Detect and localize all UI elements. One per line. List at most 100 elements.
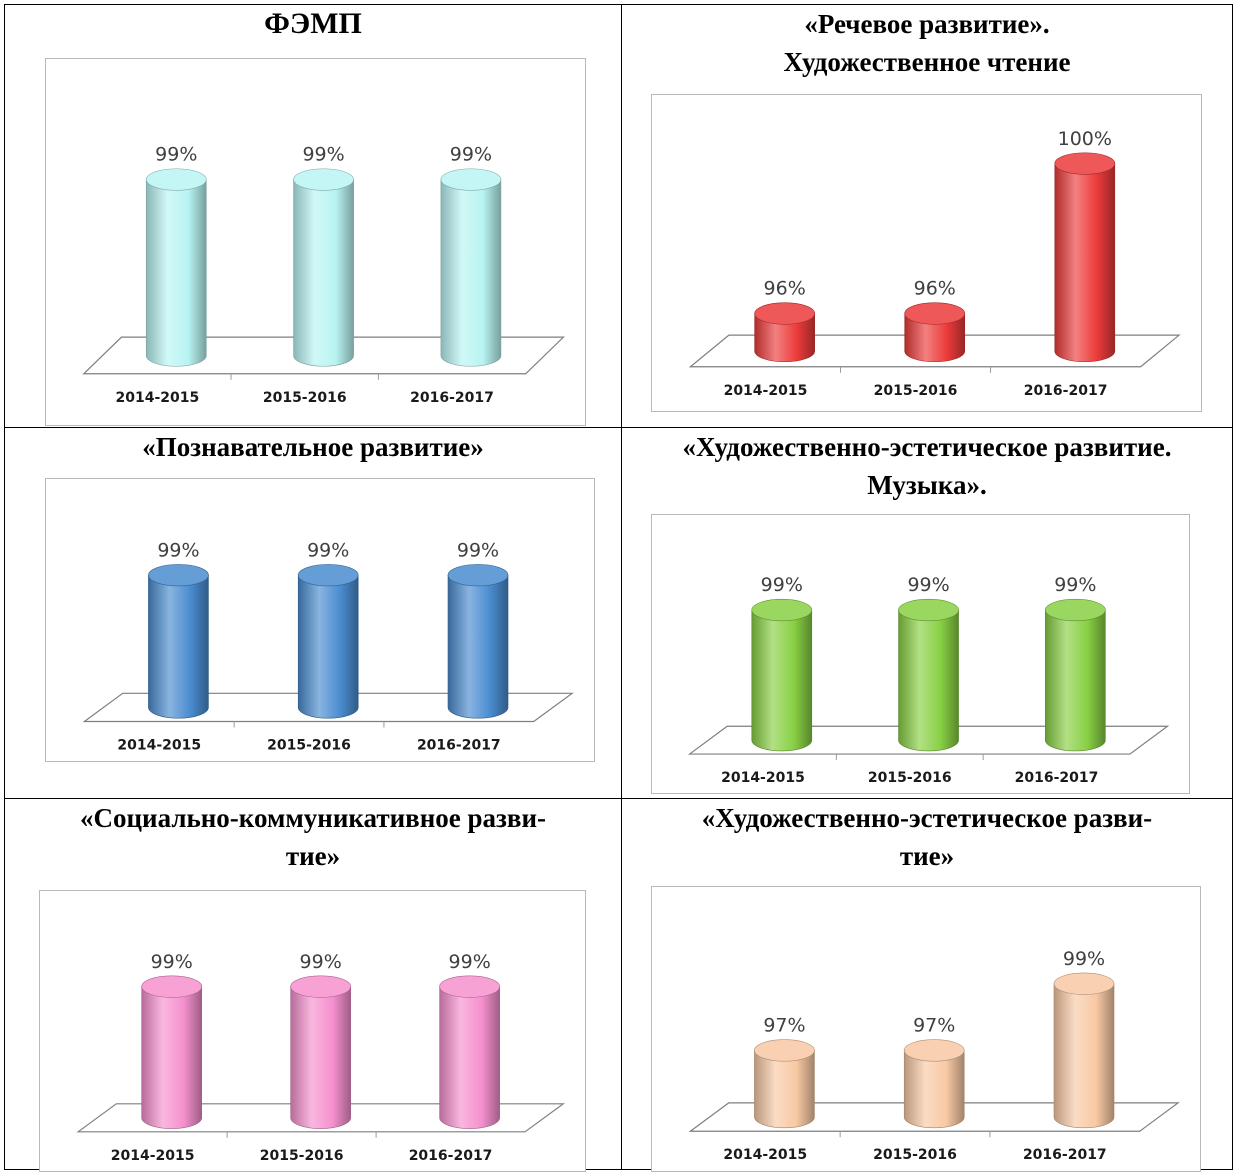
- chart-cognitive: 99% 2014-2015 99% 2015-2016 99% 2016-2017: [45, 478, 595, 762]
- bar-2016-2017: [439, 975, 500, 1129]
- category-label: 2015-2016: [260, 1148, 344, 1164]
- bar-body: [1045, 609, 1106, 752]
- bar-2015-2016: [903, 1039, 965, 1129]
- category-label: 2015-2016: [868, 770, 952, 786]
- chart-speech: 96% 2014-2015 96% 2015-2016 100% 2016-2017: [651, 94, 1202, 412]
- bar-2014-2015: [148, 564, 209, 719]
- data-label: 100%: [1058, 128, 1112, 150]
- category-label: 2014-2015: [117, 738, 201, 754]
- bar-body: [751, 609, 813, 752]
- data-label: 99%: [157, 539, 199, 561]
- charts-table: ФЭМП 99% 2014-2015 99% 2015-2016 99% 2016-201…: [4, 4, 1233, 1172]
- category-label: 2016-2017: [409, 1148, 493, 1164]
- bar-cap: [290, 975, 351, 998]
- bar-cap: [754, 302, 815, 325]
- chart-title: «Художественно-эстетическое разви- тие»: [701, 803, 1153, 871]
- chart-femp: 99% 2014-2015 99% 2015-2016 99% 2016-2017: [45, 58, 586, 426]
- category-label: 2014-2015: [111, 1148, 195, 1164]
- data-label: 99%: [300, 951, 342, 973]
- data-label: 99%: [761, 574, 803, 596]
- bar-2014-2015: [751, 598, 813, 752]
- bar-cap: [754, 1039, 815, 1062]
- bar-2015-2016: [297, 564, 359, 719]
- bar-body: [904, 313, 966, 363]
- category-label: 2016-2017: [1024, 383, 1108, 399]
- cell-femp: ФЭМП 99% 2014-2015 99% 2015-2016 99% 2016-201…: [4, 4, 622, 428]
- bar-2016-2017: [1045, 598, 1106, 752]
- bar-2016-2017: [1053, 972, 1115, 1129]
- bar-cap: [1054, 152, 1116, 175]
- bar-body: [290, 986, 351, 1129]
- bar-cap: [1045, 598, 1106, 622]
- bar-cap: [439, 975, 500, 998]
- cell-social: «Социально-коммуникативное разви- тие» 9…: [4, 798, 622, 1172]
- category-label: 2016-2017: [1023, 1147, 1107, 1163]
- bar-body: [754, 313, 815, 363]
- cell-cognitive: «Познавательное развитие» 99% 2014-2015 99…: [4, 427, 622, 799]
- bar-cap: [297, 564, 359, 587]
- data-label: 99%: [1063, 948, 1105, 970]
- bar-body: [148, 574, 209, 719]
- bar-2014-2015: [141, 975, 203, 1129]
- bar-2014-2015: [145, 168, 207, 367]
- bar-cap: [751, 598, 813, 622]
- chart-floor: [688, 1102, 1180, 1132]
- category-label: 2014-2015: [116, 390, 200, 406]
- bar-cap: [447, 564, 509, 587]
- chart-title: «Речевое развитие». Художественное чтени…: [783, 9, 1071, 77]
- bar-cap: [440, 168, 502, 191]
- bar-cap: [148, 564, 209, 587]
- data-label: 97%: [913, 1015, 955, 1037]
- category-label: 2016-2017: [410, 390, 494, 406]
- bar-cap: [904, 302, 966, 325]
- data-label: 96%: [914, 278, 956, 300]
- chart-music: 99% 2014-2015 99% 2015-2016 99% 2016-2017: [651, 514, 1190, 794]
- data-label: 99%: [907, 574, 949, 596]
- bar-2015-2016: [904, 302, 966, 363]
- bar-body: [141, 986, 203, 1129]
- bar-body: [754, 1050, 815, 1129]
- data-label: 99%: [151, 951, 193, 973]
- bar-body: [447, 574, 509, 719]
- bar-cap: [903, 1039, 965, 1062]
- category-label: 2015-2016: [873, 1147, 957, 1163]
- data-label: 96%: [764, 278, 806, 300]
- chart-social: 99% 2014-2015 99% 2015-2016 99% 2016-2017: [39, 890, 586, 1172]
- bar-body: [439, 986, 500, 1129]
- data-label: 99%: [302, 144, 344, 166]
- bar-body: [293, 179, 354, 367]
- data-label: 99%: [1054, 574, 1096, 596]
- data-label: 99%: [449, 951, 491, 973]
- chart-title: «Социально-коммуникативное разви- тие»: [79, 803, 547, 871]
- chart-title: ФЭМП: [264, 7, 362, 40]
- chart-title: «Познавательное развитие»: [142, 432, 484, 462]
- category-label: 2014-2015: [723, 1147, 807, 1163]
- bar-cap: [293, 168, 354, 191]
- bar-body: [898, 609, 959, 752]
- bar-2015-2016: [290, 975, 351, 1129]
- bar-cap: [1053, 972, 1115, 995]
- data-label: 99%: [307, 539, 349, 561]
- bar-body: [903, 1050, 965, 1129]
- category-label: 2016-2017: [417, 738, 501, 754]
- data-label: 99%: [155, 144, 197, 166]
- bar-2015-2016: [898, 598, 959, 752]
- bar-body: [440, 179, 502, 367]
- bar-2016-2017: [440, 168, 502, 367]
- bar-2014-2015: [754, 1039, 815, 1129]
- category-label: 2014-2015: [721, 770, 805, 786]
- data-label: 97%: [763, 1015, 805, 1037]
- data-label: 99%: [457, 539, 499, 561]
- cell-art: «Художественно-эстетическое разви- тие» …: [621, 798, 1233, 1172]
- category-label: 2015-2016: [267, 738, 351, 754]
- bar-body: [1053, 983, 1115, 1129]
- bar-body: [297, 574, 359, 719]
- category-label: 2015-2016: [263, 390, 347, 406]
- bar-2014-2015: [754, 302, 815, 363]
- bar-2015-2016: [293, 168, 354, 367]
- bar-cap: [145, 168, 207, 191]
- bar-2016-2017: [447, 564, 509, 719]
- data-label: 99%: [450, 144, 492, 166]
- bar-cap: [141, 975, 203, 998]
- cell-music: «Художественно-эстетическое развитие. Му…: [621, 427, 1233, 799]
